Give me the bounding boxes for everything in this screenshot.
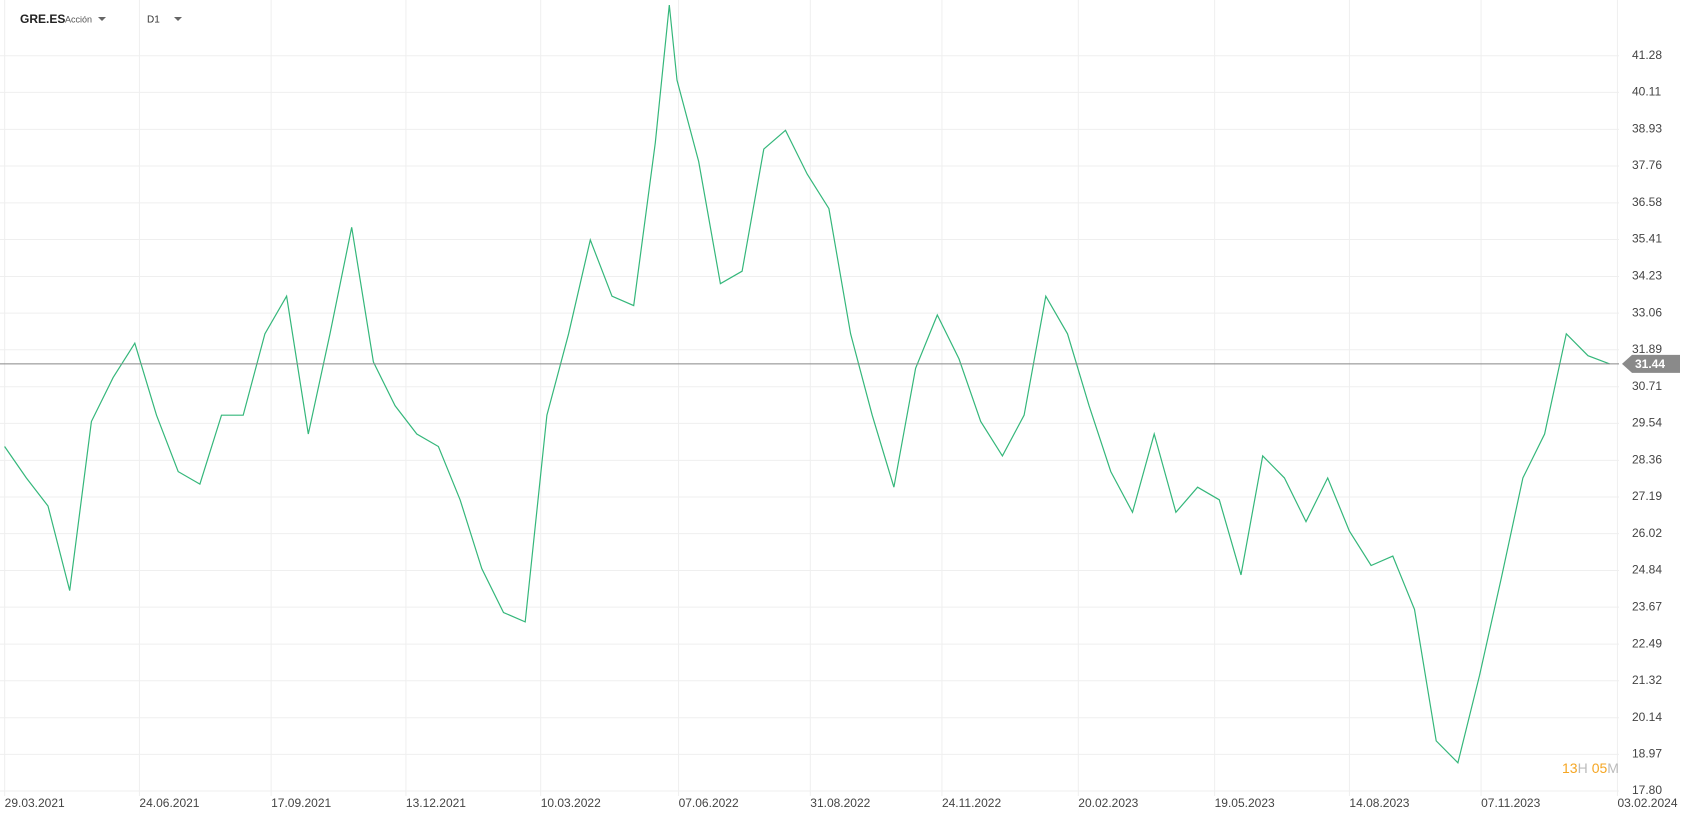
x-tick-label: 10.03.2022: [541, 796, 601, 810]
dropdown-arrow[interactable]: [98, 17, 106, 21]
y-tick-label: 34.23: [1632, 269, 1662, 283]
y-tick-label: 31.89: [1632, 342, 1662, 356]
last-price-label: 31.44: [1635, 357, 1665, 371]
y-tick-label: 27.19: [1632, 489, 1662, 503]
countdown-minutes: 05: [1592, 760, 1608, 776]
x-tick-label: 29.03.2021: [5, 796, 65, 810]
plot: [0, 4, 1619, 764]
y-tick-label: 35.41: [1632, 232, 1662, 246]
x-tick-label: 03.02.2024: [1617, 796, 1677, 810]
countdown: 13H 05M: [1562, 760, 1619, 776]
y-tick-label: 30.71: [1632, 379, 1662, 393]
grid: [0, 0, 1619, 796]
y-tick-label: 20.14: [1632, 710, 1662, 724]
dropdown-arrow[interactable]: [174, 17, 182, 21]
x-tick-label: 20.02.2023: [1078, 796, 1138, 810]
y-tick-label: 36.58: [1632, 195, 1662, 209]
y-tick-label: 22.49: [1632, 636, 1662, 650]
asset-type: Acción: [65, 14, 92, 24]
x-tick-label: 24.06.2021: [139, 796, 199, 810]
symbol[interactable]: GRE.ES: [20, 12, 65, 26]
y-tick-label: 26.02: [1632, 526, 1662, 540]
y-tick-label: 24.84: [1632, 563, 1662, 577]
timeframe[interactable]: D1: [147, 15, 160, 26]
countdown-hours: 13: [1562, 760, 1578, 776]
y-tick-label: 38.93: [1632, 121, 1662, 135]
countdown-minutes-unit: M: [1607, 760, 1619, 776]
y-tick-label: 41.28: [1632, 48, 1662, 62]
y-tick-label: 18.97: [1632, 747, 1662, 761]
y-tick-label: 40.11: [1632, 85, 1661, 99]
last-price-tag: [1622, 354, 1680, 373]
y-tick-label: 33.06: [1632, 305, 1662, 319]
x-tick-label: 07.11.2023: [1481, 796, 1540, 810]
x-tick-label: 17.09.2021: [271, 796, 331, 810]
x-tick-label: 31.08.2022: [810, 796, 870, 810]
x-tick-label: 07.06.2022: [679, 796, 739, 810]
price-line: [4, 4, 1610, 764]
x-tick-label: 24.11.2022: [942, 796, 1001, 810]
y-tick-label: 37.76: [1632, 158, 1662, 172]
x-tick-label: 13.12.2021: [406, 796, 466, 810]
y-tick-label: 21.32: [1632, 673, 1662, 687]
y-tick-label: 29.54: [1632, 416, 1662, 430]
y-tick-label: 28.36: [1632, 452, 1662, 466]
x-tick-label: 19.05.2023: [1215, 796, 1275, 810]
y-tick-label: 17.80: [1632, 783, 1662, 797]
x-tick-label: 14.08.2023: [1349, 796, 1409, 810]
y-tick-label: 23.67: [1632, 599, 1662, 613]
countdown-hours-unit: H: [1578, 760, 1588, 776]
